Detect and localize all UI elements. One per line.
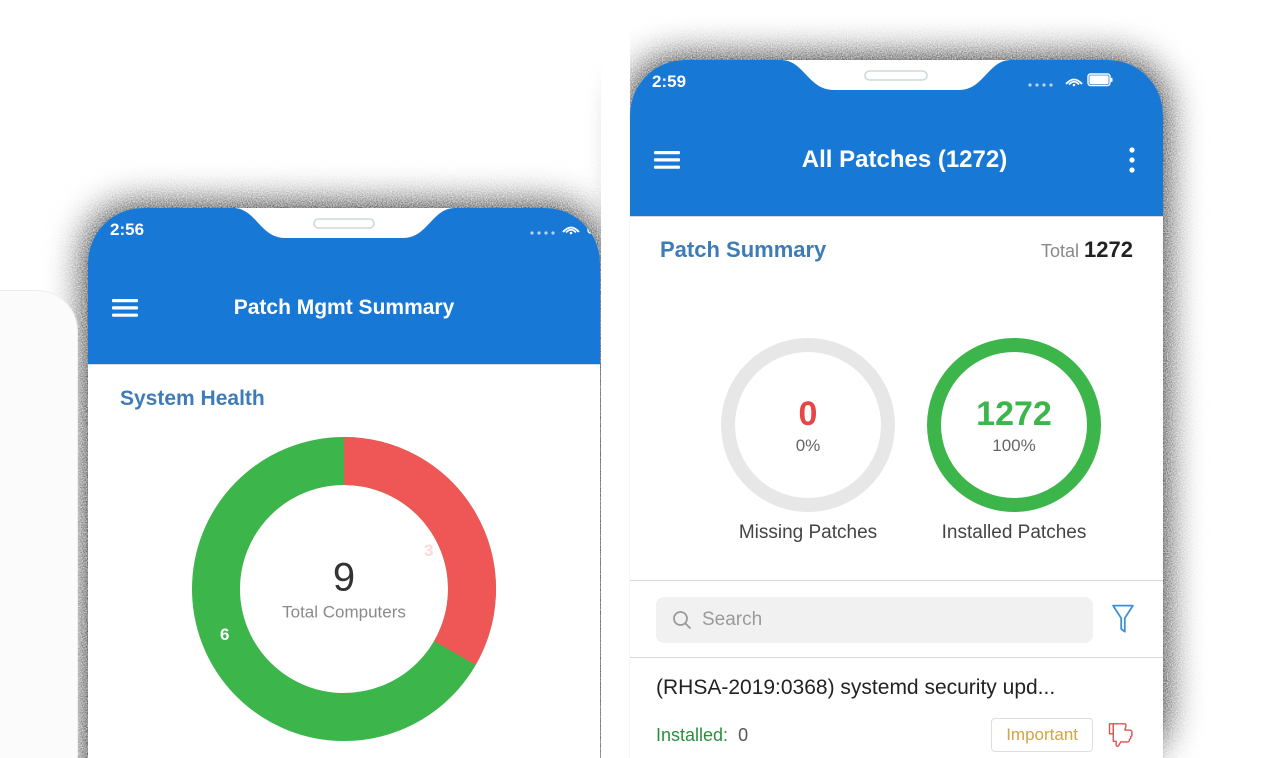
svg-text:2:59: 2:59	[652, 72, 686, 91]
svg-text:2:56: 2:56	[110, 220, 144, 239]
